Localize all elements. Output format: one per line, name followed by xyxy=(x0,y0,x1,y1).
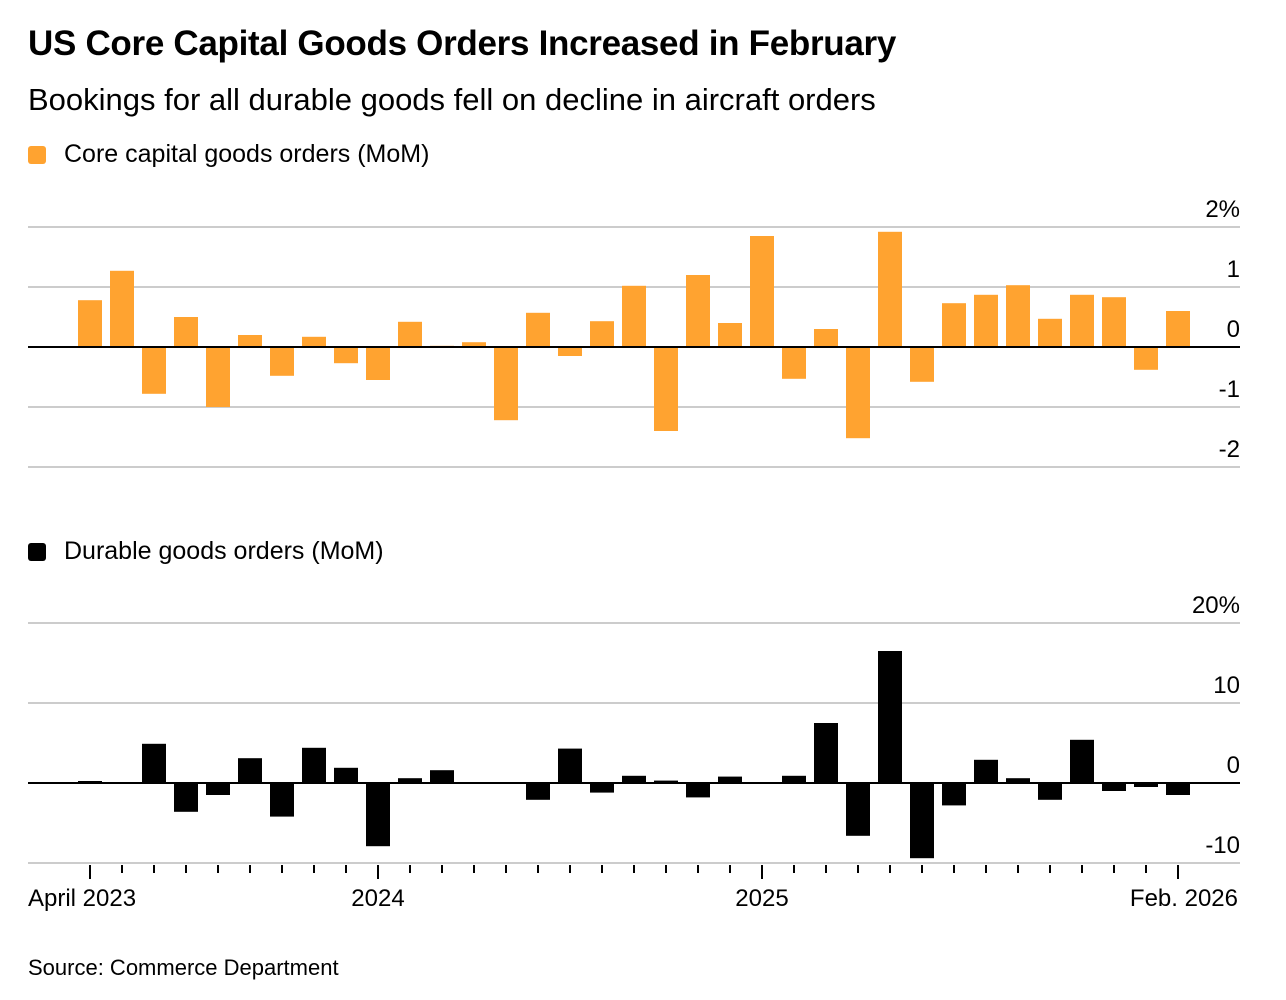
core-bar xyxy=(814,329,838,347)
core-bar xyxy=(366,347,390,380)
core-bar xyxy=(1102,297,1126,347)
core-bar xyxy=(974,294,998,347)
durable-bar xyxy=(558,748,582,783)
durable-bar xyxy=(270,783,294,817)
core-bar xyxy=(750,236,774,347)
core-bar xyxy=(526,312,550,347)
legend-swatch-core xyxy=(28,145,46,164)
durable-bar xyxy=(590,783,614,793)
core-bar xyxy=(1134,347,1158,370)
chart-subtitle: Bookings for all durable goods fell on d… xyxy=(28,82,876,117)
durable-bar xyxy=(1006,778,1030,783)
legend-label-core: Core capital goods orders (MoM) xyxy=(64,140,430,168)
durable-bar xyxy=(526,783,550,800)
core-y-tick-label: -2 xyxy=(1219,436,1240,463)
core-bar xyxy=(942,303,966,347)
durable-bar xyxy=(430,770,454,783)
durable-bar xyxy=(846,783,870,836)
core-bar xyxy=(878,231,902,347)
durable-y-tick-label: 20% xyxy=(1192,592,1240,619)
durable-bar xyxy=(974,759,998,783)
core-bar xyxy=(910,347,934,382)
legend-durable: Durable goods orders (MoM) xyxy=(28,537,384,566)
durable-bar xyxy=(1038,783,1062,800)
core-bar xyxy=(590,321,614,347)
core-bar xyxy=(558,347,582,356)
durable-bar xyxy=(654,780,678,783)
durable-bar xyxy=(814,723,838,783)
core-bar xyxy=(174,317,198,347)
core-bar xyxy=(110,270,134,347)
core-bar xyxy=(1038,318,1062,347)
core-bar xyxy=(398,321,422,347)
source-note: Source: Commerce Department xyxy=(28,955,339,980)
durable-bar xyxy=(174,783,198,812)
durable-y-tick-label: 0 xyxy=(1227,752,1240,779)
core-bar xyxy=(206,347,230,407)
durable-bar xyxy=(238,758,262,783)
core-bar xyxy=(1166,311,1190,347)
core-bar xyxy=(782,347,806,379)
durable-bar xyxy=(334,767,358,783)
durable-bar xyxy=(398,778,422,783)
durable-bar xyxy=(1134,783,1158,787)
chart-title: US Core Capital Goods Orders Increased i… xyxy=(28,24,897,63)
durable-bar xyxy=(878,651,902,783)
core-bar xyxy=(494,347,518,421)
core-bar xyxy=(462,342,486,347)
durable-bar xyxy=(142,743,166,783)
x-tick-label: 2024 xyxy=(351,885,404,912)
core-bar xyxy=(302,336,326,347)
durable-y-tick-label: 10 xyxy=(1213,672,1240,699)
durable-bar xyxy=(366,783,390,847)
durable-bar xyxy=(622,775,646,783)
core-bar xyxy=(1006,285,1030,347)
durable-bar xyxy=(910,783,934,859)
legend-swatch-durable xyxy=(28,542,46,561)
core-y-tick-label: 1 xyxy=(1227,256,1240,283)
durable-bar xyxy=(206,783,230,795)
durable-bar xyxy=(686,783,710,798)
durable-bar xyxy=(942,783,966,806)
x-tick-label: April 2023 xyxy=(28,885,136,912)
durable-bar xyxy=(782,775,806,783)
durable-y-tick-label: -10 xyxy=(1205,832,1240,859)
legend-core: Core capital goods orders (MoM) xyxy=(28,140,429,169)
durable-bar xyxy=(1102,783,1126,791)
x-tick-label: Feb. 2026 xyxy=(1130,885,1238,912)
core-bar xyxy=(654,347,678,431)
core-bar xyxy=(78,300,102,347)
core-bar xyxy=(686,275,710,347)
durable-bar xyxy=(718,776,742,783)
core-bar xyxy=(334,347,358,364)
core-bar xyxy=(846,347,870,439)
core-bar xyxy=(270,347,294,376)
core-bar xyxy=(1070,294,1094,347)
core-bar xyxy=(238,335,262,347)
core-y-tick-label: 0 xyxy=(1227,316,1240,343)
core-bar xyxy=(622,285,646,347)
durable-bar xyxy=(302,747,326,783)
x-tick-label: 2025 xyxy=(735,885,788,912)
core-y-tick-label: 2% xyxy=(1205,196,1240,223)
core-y-tick-label: -1 xyxy=(1219,376,1240,403)
durable-bar xyxy=(1166,783,1190,795)
core-bar xyxy=(142,347,166,394)
legend-label-durable: Durable goods orders (MoM) xyxy=(64,537,384,565)
core-bar xyxy=(718,323,742,347)
durable-bar xyxy=(1070,739,1094,783)
